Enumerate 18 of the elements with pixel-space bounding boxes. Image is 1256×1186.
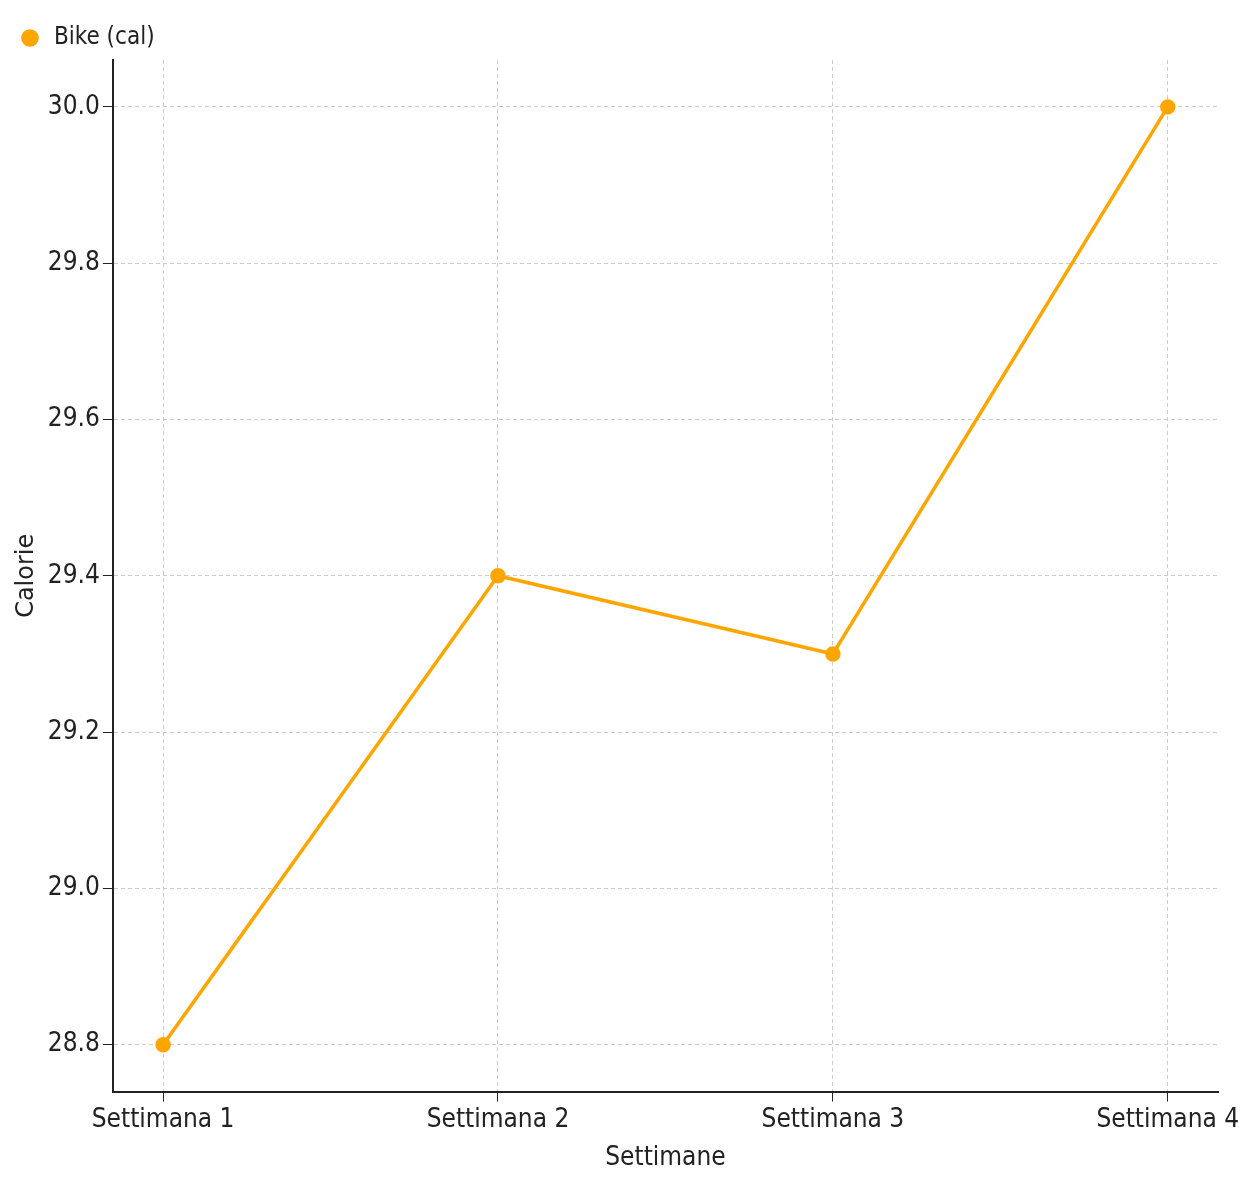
point [490,568,506,584]
y-tick-label: 29.6 [47,402,100,433]
y-tick-label: 29.0 [47,871,100,902]
y-tick-label: 29.8 [47,245,100,276]
legend-label: Bike (cal) [54,22,155,51]
x-tick-label: Settimana 4 [1096,1102,1240,1133]
x-tick-label: Settimana 2 [426,1102,570,1133]
x-tick-label: Settimana 1 [91,1102,235,1133]
y-tick-label: 29.2 [47,714,100,745]
point [1160,99,1176,115]
y-tick-label: 29.4 [47,558,100,589]
y-tick-label: 30.0 [47,89,100,120]
y-axis-title: Calorie [10,533,39,618]
point [155,1036,171,1053]
x-tick-label: Settimana 3 [761,1102,905,1133]
y-tick-label: 28.8 [47,1027,100,1058]
point [825,646,841,662]
x-axis-title: Settimane [605,1141,726,1172]
